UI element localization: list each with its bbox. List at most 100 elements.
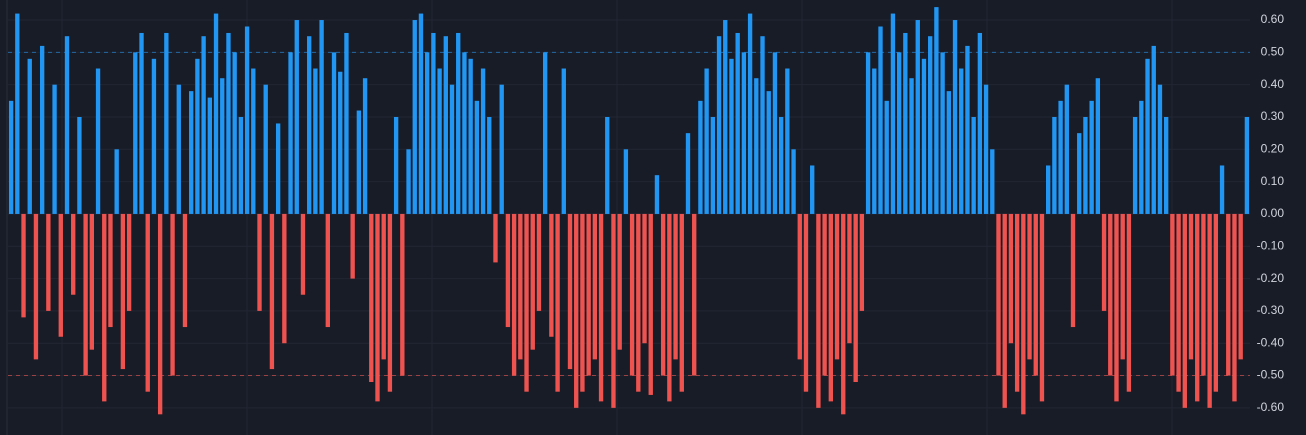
bar bbox=[667, 213, 672, 402]
bar bbox=[1064, 84, 1069, 214]
bar bbox=[275, 123, 281, 214]
bar bbox=[493, 213, 498, 263]
bar bbox=[164, 32, 169, 214]
bar bbox=[605, 116, 610, 214]
bar bbox=[89, 213, 95, 350]
bar bbox=[921, 58, 927, 214]
bar bbox=[387, 213, 393, 392]
bar bbox=[381, 213, 386, 360]
bar bbox=[437, 68, 442, 214]
bar bbox=[170, 213, 175, 376]
bar bbox=[1207, 213, 1212, 408]
bar bbox=[574, 213, 579, 408]
bar bbox=[754, 78, 759, 214]
bar bbox=[1201, 213, 1206, 376]
bar bbox=[1176, 213, 1181, 392]
bar bbox=[406, 149, 411, 214]
bar bbox=[1014, 213, 1020, 392]
bar bbox=[977, 32, 983, 214]
bar bbox=[884, 100, 889, 214]
bar bbox=[623, 149, 629, 214]
bar bbox=[710, 116, 716, 214]
bar bbox=[1188, 213, 1194, 360]
y-tick-label: 0.40 bbox=[1261, 77, 1285, 91]
bar bbox=[1021, 213, 1026, 415]
bar bbox=[400, 213, 405, 376]
bar bbox=[841, 213, 846, 415]
bar bbox=[1226, 213, 1231, 376]
bar bbox=[1070, 213, 1076, 328]
y-tick-label: 0.30 bbox=[1261, 109, 1285, 123]
bar bbox=[139, 32, 144, 214]
bar bbox=[46, 213, 51, 311]
bar bbox=[456, 32, 461, 214]
bar bbox=[536, 213, 542, 311]
bar bbox=[1039, 213, 1045, 402]
bar bbox=[729, 58, 734, 214]
bar bbox=[1170, 213, 1175, 376]
bar bbox=[226, 32, 231, 214]
y-tick-label: 0.60 bbox=[1261, 12, 1285, 26]
bar bbox=[39, 45, 45, 214]
bar bbox=[822, 213, 827, 376]
bar bbox=[660, 213, 666, 376]
bar bbox=[679, 213, 684, 392]
bar bbox=[325, 213, 330, 328]
bar bbox=[1108, 213, 1113, 376]
bar bbox=[102, 213, 107, 402]
bar bbox=[207, 97, 212, 214]
bar bbox=[257, 213, 262, 311]
bar bbox=[580, 213, 585, 392]
bar bbox=[965, 45, 970, 214]
bar bbox=[629, 213, 635, 376]
bar bbox=[524, 213, 529, 392]
bar bbox=[288, 52, 293, 214]
bar bbox=[654, 175, 660, 214]
bar bbox=[499, 84, 504, 214]
bar bbox=[95, 68, 101, 214]
bar bbox=[468, 58, 473, 214]
bar bbox=[1145, 58, 1150, 214]
y-tick-label: -0.50 bbox=[1257, 368, 1285, 382]
bar bbox=[269, 213, 275, 370]
bar bbox=[133, 52, 138, 214]
bar bbox=[1033, 213, 1038, 376]
bar bbox=[487, 116, 492, 214]
bar bbox=[83, 213, 88, 376]
bar bbox=[300, 213, 306, 295]
y-tick-label: -0.10 bbox=[1257, 238, 1285, 252]
bar bbox=[617, 213, 622, 350]
bar bbox=[1151, 45, 1156, 214]
bar bbox=[1195, 213, 1200, 402]
bar bbox=[772, 52, 778, 214]
bar bbox=[903, 32, 908, 214]
bar bbox=[1008, 213, 1014, 344]
bar bbox=[704, 68, 709, 214]
bar bbox=[462, 52, 467, 214]
bar bbox=[1182, 213, 1187, 408]
bar bbox=[859, 213, 865, 311]
bar bbox=[1126, 213, 1132, 392]
bar bbox=[375, 213, 380, 402]
bar bbox=[611, 213, 616, 408]
y-tick-label: 0.50 bbox=[1261, 45, 1285, 59]
bar bbox=[890, 13, 896, 214]
bar bbox=[511, 213, 517, 376]
bar bbox=[865, 52, 871, 214]
bar bbox=[251, 68, 256, 214]
bar bbox=[362, 78, 368, 214]
y-tick-label: -0.30 bbox=[1257, 303, 1285, 317]
bar bbox=[952, 20, 958, 214]
bar bbox=[176, 84, 181, 214]
bar bbox=[213, 13, 219, 214]
bar bbox=[1219, 165, 1225, 214]
bar bbox=[1132, 116, 1138, 214]
bar bbox=[344, 32, 349, 214]
bar bbox=[872, 68, 877, 214]
bar bbox=[648, 213, 653, 395]
bar bbox=[114, 149, 119, 214]
bar bbox=[350, 213, 355, 279]
bar bbox=[201, 36, 206, 214]
bar bbox=[58, 213, 63, 337]
bar bbox=[915, 20, 920, 214]
